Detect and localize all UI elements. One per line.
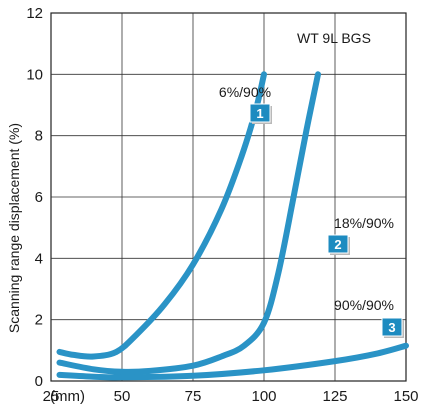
- x-tick-label-75: 75: [185, 388, 202, 405]
- y-tick-label-8: 8: [35, 128, 43, 145]
- series-lines: [56, 71, 409, 381]
- y-tick-label-2: 2: [35, 312, 43, 329]
- series-line-2: [56, 71, 321, 375]
- badge-2: [327, 234, 349, 254]
- x-tick-label-50: 50: [114, 388, 131, 405]
- model-label: WT 9L BGS: [297, 30, 371, 46]
- x-tick-label-25: 25: [43, 388, 60, 405]
- x-tick-label-100: 100: [251, 388, 276, 405]
- y-tick-label-10: 10: [26, 66, 43, 83]
- y-tick-label-12: 12: [26, 5, 43, 22]
- badge-3: [381, 317, 403, 337]
- badge-number-3: 3: [388, 320, 395, 335]
- series-line-1: [56, 71, 267, 360]
- y-tick-label-6: 6: [35, 189, 43, 206]
- badge-number-1: 1: [256, 106, 263, 121]
- grid: [51, 13, 406, 381]
- x-tick-label-125: 125: [322, 388, 347, 405]
- badge-number-2: 2: [334, 237, 341, 252]
- y-tick-label-4: 4: [35, 250, 43, 267]
- series-label-3: 90%/90%: [334, 297, 394, 313]
- series-annotations: 6%/90% 1 18%/90% 2 90%/90% 3: [219, 84, 404, 338]
- x-tick-label-150: 150: [393, 388, 418, 405]
- y-axis-title: Scanning range displacement (%): [6, 123, 22, 333]
- badge-1: [249, 103, 271, 123]
- series-label-1: 6%/90%: [219, 84, 271, 100]
- series-label-2: 18%/90%: [334, 215, 394, 231]
- y-tick-label-0: 0: [35, 373, 43, 390]
- series-line-3: [56, 342, 409, 381]
- x-axis-unit: (mm): [50, 388, 85, 405]
